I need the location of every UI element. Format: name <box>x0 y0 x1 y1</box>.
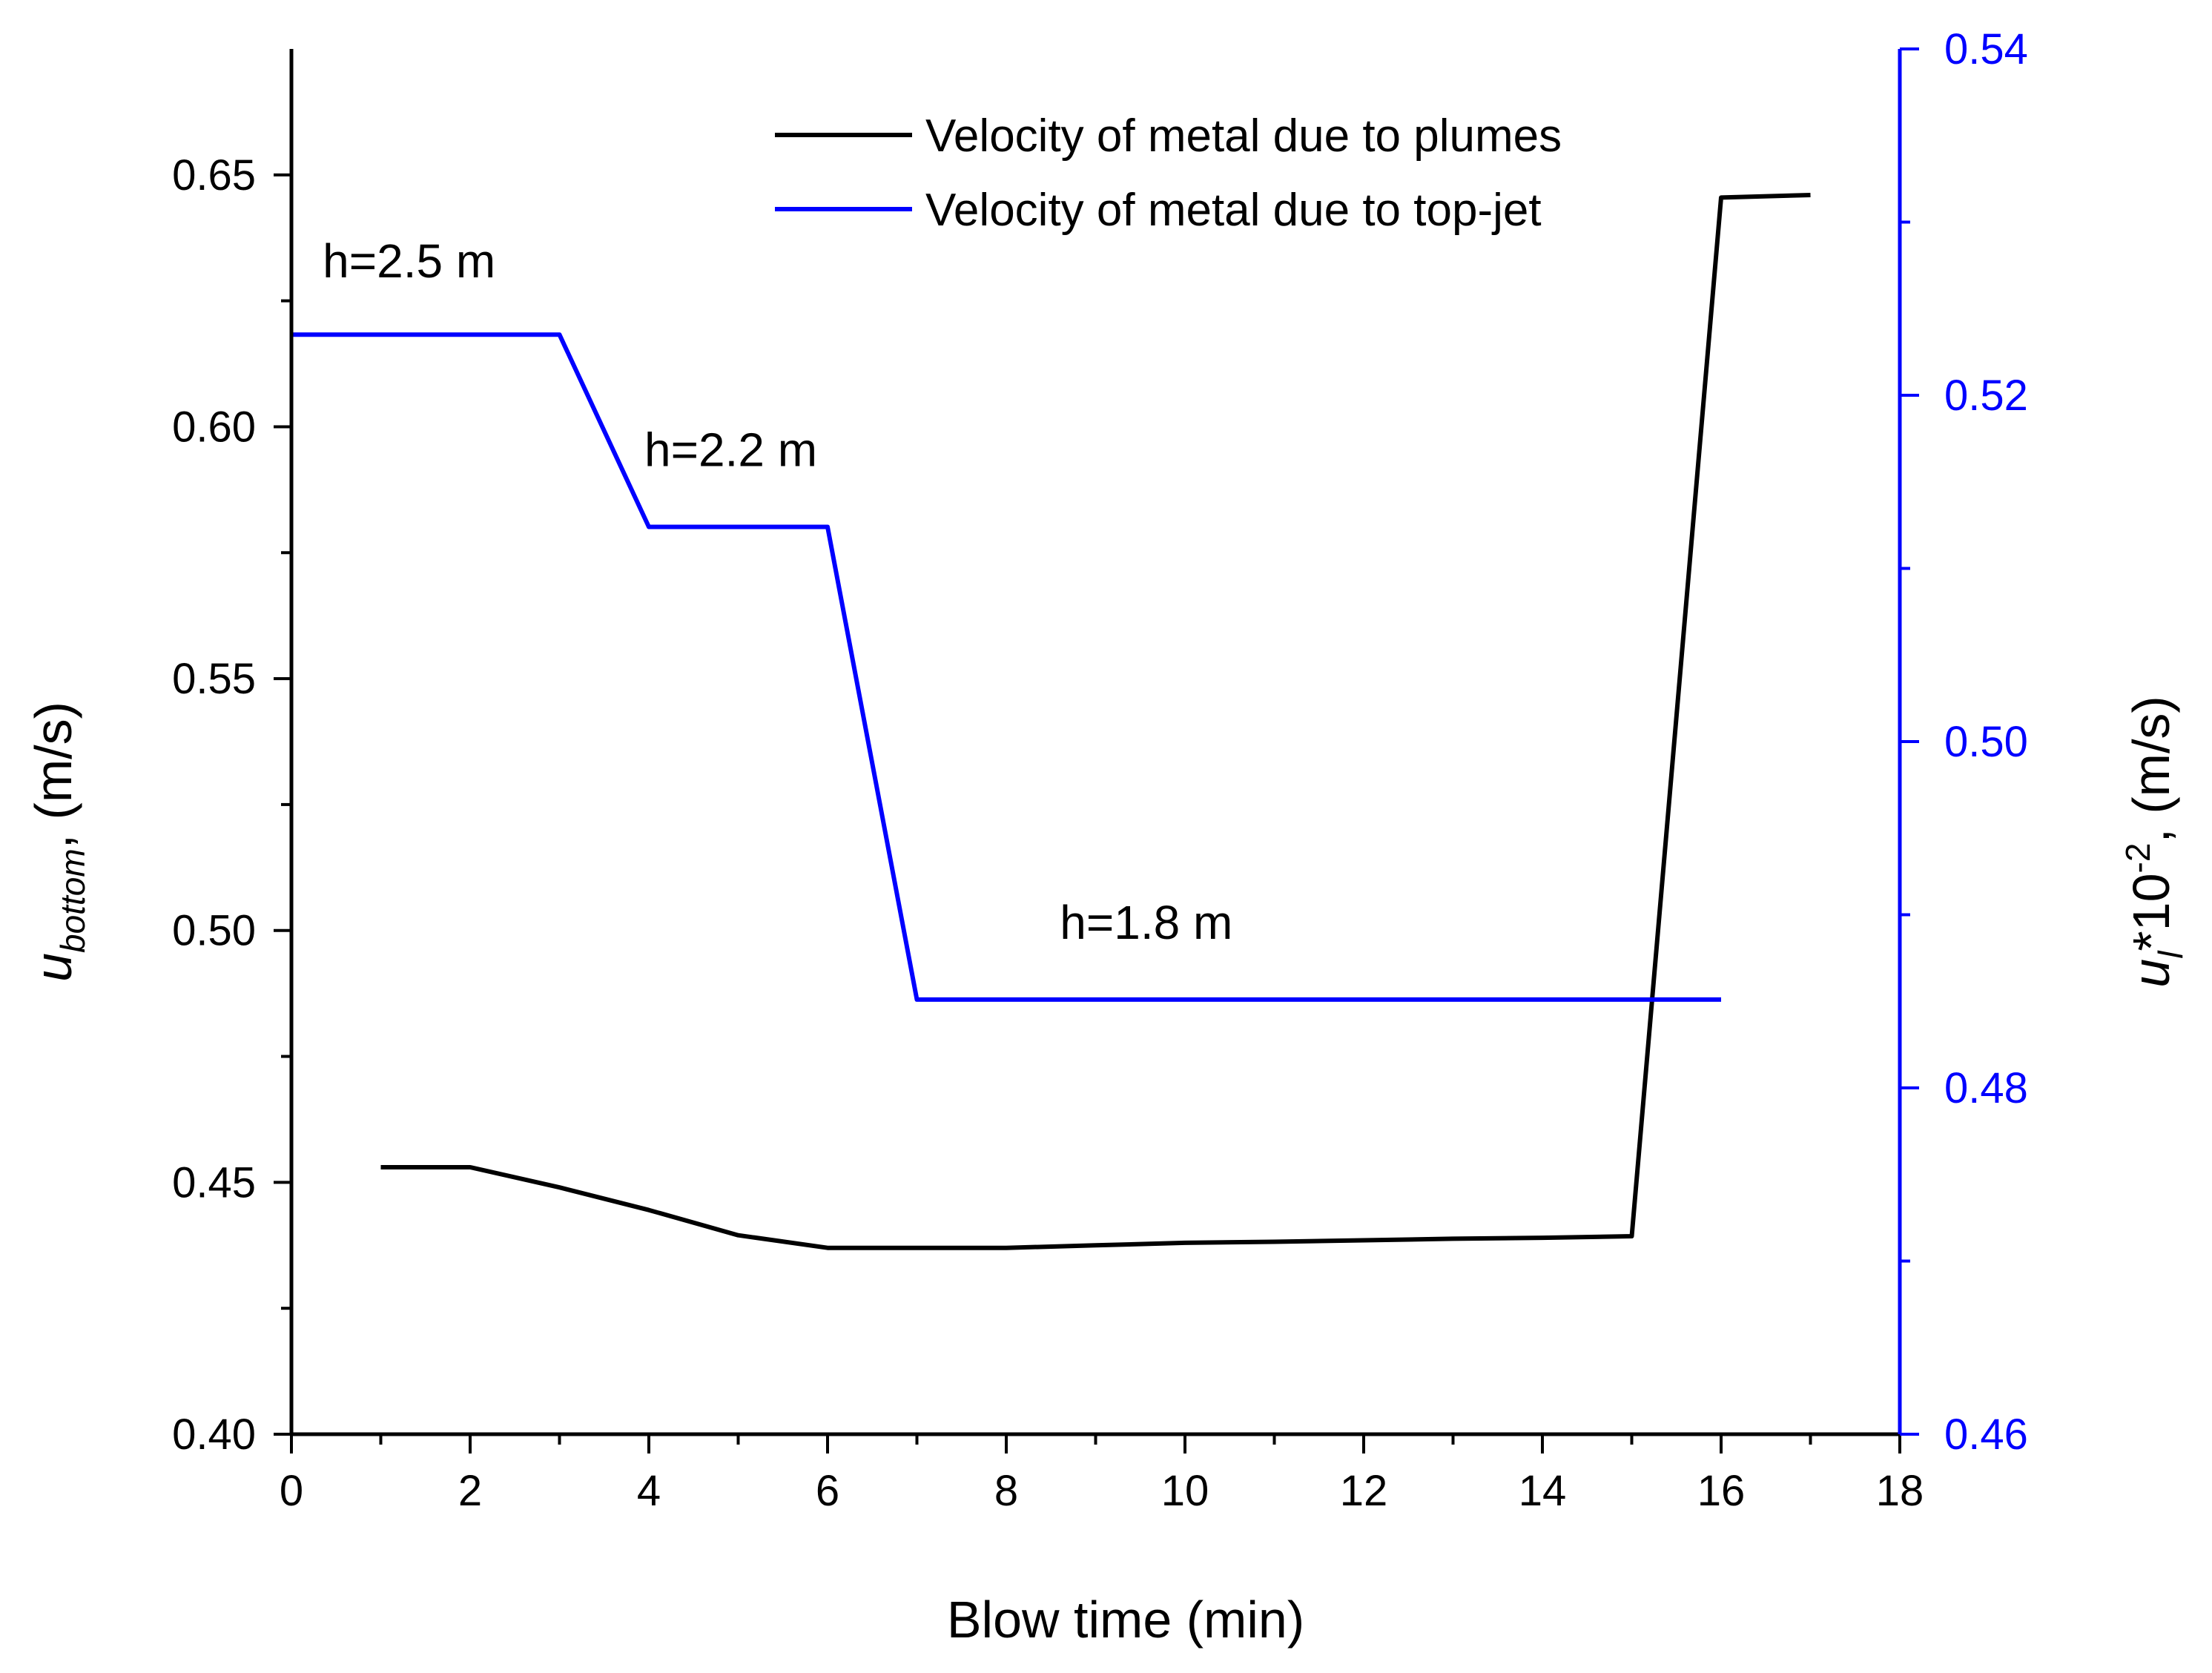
y-left-title-base: u <box>24 953 82 982</box>
y-left-tick-label: 0.50 <box>172 907 256 955</box>
y-left-tick-label: 0.40 <box>172 1410 256 1459</box>
legend-label-plumes: Velocity of metal due to plumes <box>925 110 1562 162</box>
y-left-tick-label: 0.55 <box>172 655 256 703</box>
y-right-axis-title: ul*10-2, (m/s) <box>2119 696 2190 987</box>
x-tick-label: 18 <box>1876 1467 1924 1515</box>
y-right-tick-label: 0.48 <box>1944 1064 2028 1112</box>
annotation-h-2-5: h=2.5 m <box>323 234 495 288</box>
y-left-tick-label: 0.60 <box>172 403 256 451</box>
y-left-title-tail: , (m/s) <box>24 702 82 848</box>
x-tick-label: 6 <box>816 1467 839 1515</box>
y-right-title-mid: *10 <box>2122 873 2180 951</box>
series-layer <box>291 193 1811 1250</box>
y-right-title-sup: -2 <box>2119 843 2157 874</box>
y-right-title-base: u <box>2122 959 2180 988</box>
y-left-tick-label: 0.45 <box>172 1158 256 1207</box>
x-tick-label: 12 <box>1340 1467 1388 1515</box>
series-line-plumes <box>380 193 1811 1250</box>
y-right-tick-label: 0.52 <box>1944 372 2028 420</box>
legend: Velocity of metal due to plumes Velocity… <box>775 110 1562 236</box>
y-right-title-tail: , (m/s) <box>2122 696 2180 842</box>
x-tick-label: 8 <box>994 1467 1018 1515</box>
legend-label-top-jet: Velocity of metal due to top-jet <box>925 185 1542 236</box>
x-tick-label: 0 <box>280 1467 303 1515</box>
y-left-title-sub: bottom <box>53 848 92 953</box>
x-tick-label: 16 <box>1697 1467 1746 1515</box>
x-tick-label: 14 <box>1519 1467 1567 1515</box>
labels-layer: 0 2 4 6 8 10 12 14 16 18 0.40 0.45 0.50 0.55 0.60 0.65 0… <box>172 25 2028 1515</box>
annotation-h-2-2: h=2.2 m <box>644 423 817 477</box>
annotation-h-1-8: h=1.8 m <box>1060 896 1232 949</box>
y-right-tick-label: 0.46 <box>1944 1410 2028 1459</box>
x-tick-label: 10 <box>1161 1467 1209 1515</box>
x-axis-title: Blow time (min) <box>947 1591 1304 1649</box>
x-tick-label: 2 <box>458 1467 482 1515</box>
y-right-title-sub: l <box>2151 950 2190 959</box>
y-left-axis-title: ubottom, (m/s) <box>24 702 92 982</box>
y-left-tick-label: 0.65 <box>172 151 256 199</box>
series-line-top-jet <box>291 332 1721 1002</box>
y-right-tick-label: 0.54 <box>1944 25 2028 73</box>
annotations: h=2.5 m h=2.2 m h=1.8 m <box>323 234 1232 949</box>
y-right-tick-label: 0.50 <box>1944 718 2028 766</box>
axes-layer <box>289 49 1902 1436</box>
x-tick-label: 4 <box>637 1467 661 1515</box>
